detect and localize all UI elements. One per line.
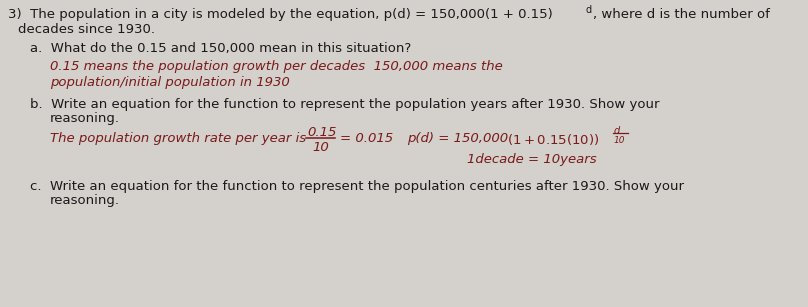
Text: d: d — [585, 5, 591, 15]
Text: c.  Write an equation for the function to represent the population centuries aft: c. Write an equation for the function to… — [30, 180, 684, 193]
Text: 0.15: 0.15 — [307, 126, 336, 139]
Text: 1decade = 10years: 1decade = 10years — [467, 153, 596, 166]
Text: 0.15 means the population growth per decades  150,000 means the: 0.15 means the population growth per dec… — [50, 60, 503, 73]
Text: = 0.015: = 0.015 — [340, 132, 393, 145]
Text: $\mathit{(1 + 0.15(10))}$: $\mathit{(1 + 0.15(10))}$ — [507, 132, 600, 147]
Text: population/initial population in 1930: population/initial population in 1930 — [50, 76, 290, 89]
Text: p(d) = 150,000: p(d) = 150,000 — [407, 132, 508, 145]
Text: The population growth rate per year is: The population growth rate per year is — [50, 132, 306, 145]
Text: , where d is the number of: , where d is the number of — [593, 8, 770, 21]
Text: 10: 10 — [614, 136, 625, 145]
Text: 3)  The population in a city is modeled by the equation, p(d) = 150,000(1 + 0.15: 3) The population in a city is modeled b… — [8, 8, 553, 21]
Text: reasoning.: reasoning. — [50, 112, 120, 125]
Text: b.  Write an equation for the function to represent the population years after 1: b. Write an equation for the function to… — [30, 98, 659, 111]
Text: 10: 10 — [312, 141, 329, 154]
Text: reasoning.: reasoning. — [50, 194, 120, 207]
Text: a.  What do the 0.15 and 150,000 mean in this situation?: a. What do the 0.15 and 150,000 mean in … — [30, 42, 411, 55]
Text: d: d — [614, 126, 621, 136]
Text: decades since 1930.: decades since 1930. — [18, 23, 155, 36]
